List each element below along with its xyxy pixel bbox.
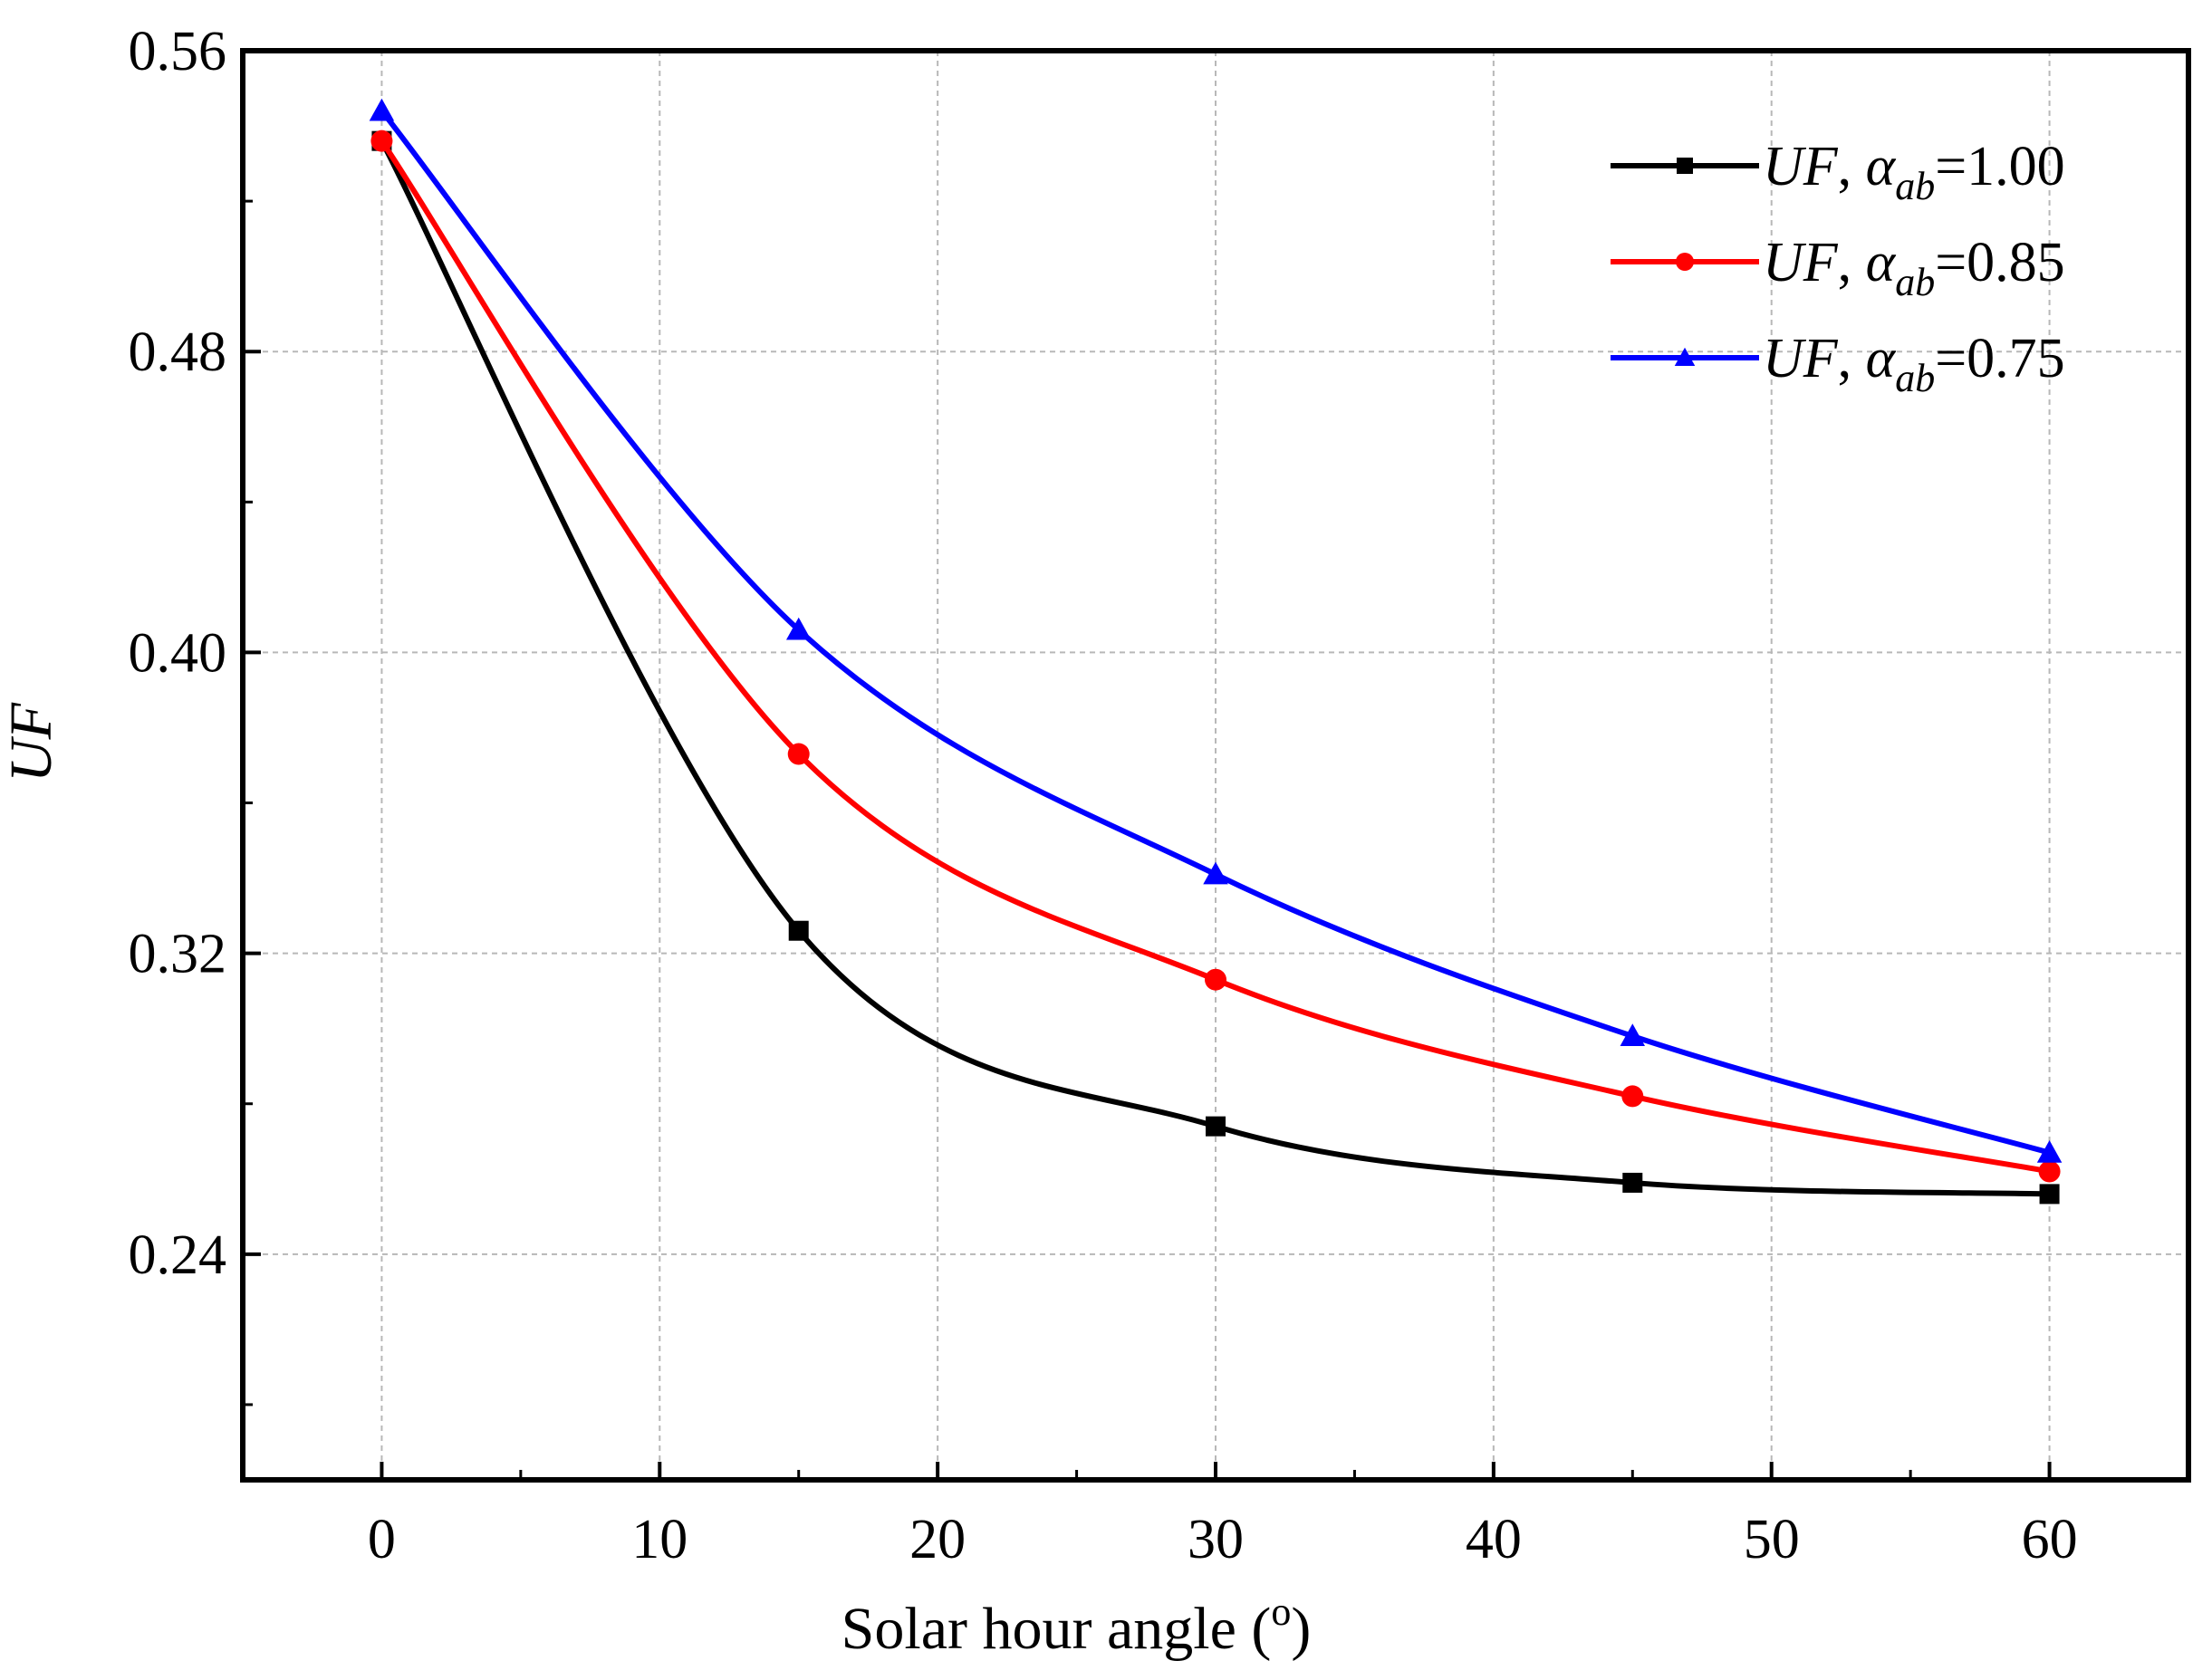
x-tick-label: 20 [909, 1509, 966, 1570]
legend-label: UF, αab=0.75 [1763, 328, 2065, 400]
legend-swatch-marker [1677, 158, 1693, 174]
x-tick-label: 50 [1744, 1509, 1800, 1570]
legend-label-value: =0.75 [1935, 328, 2064, 389]
legend-label-separator: , [1838, 328, 1866, 389]
x-tick-label: 10 [631, 1509, 688, 1570]
x-tick-label: 60 [2022, 1509, 2078, 1570]
data-point-alpha-0-85-60 [2038, 1160, 2061, 1183]
x-axis-title-degree: o [1271, 1589, 1291, 1634]
y-tick-label: 0.40 [129, 622, 227, 684]
series-alpha-0-75 [369, 98, 2063, 1163]
legend-label-main: UF [1763, 232, 1839, 293]
legend-label-symbol: α [1866, 328, 1897, 389]
legend-label-value: =0.85 [1935, 232, 2064, 293]
x-tick-label: 30 [1188, 1509, 1244, 1570]
legend-label-main: UF [1763, 136, 1839, 197]
legend-label-separator: , [1838, 136, 1866, 197]
legend-label: UF, αab=1.00 [1763, 136, 2065, 208]
data-point-alpha-1-00-60 [2039, 1184, 2060, 1205]
legend-item-alpha-0-75: UF, αab=0.75 [1611, 328, 2065, 400]
legend-label-separator: , [1838, 232, 1866, 293]
legend-label-symbol: α [1866, 232, 1897, 293]
legend-item-alpha-1-00: UF, αab=1.00 [1611, 136, 2065, 208]
legend-label-symbol: α [1866, 136, 1897, 197]
x-tick-label: 40 [1466, 1509, 1522, 1570]
legend-label-value: =1.00 [1935, 136, 2064, 197]
x-axis-title-close: ) [1291, 1596, 1311, 1662]
axes: 0 10 20 30 40 50 60 0.24 0.32 0.40 0.48 0.56 [129, 21, 2078, 1570]
y-tick-label: 0.48 [129, 322, 227, 383]
data-point-alpha-1-00-45 [1622, 1172, 1643, 1193]
data-point-alpha-0-75-60 [2036, 1139, 2063, 1163]
series-alpha-0-85 [370, 130, 2061, 1183]
series-line-alpha-0-75 [380, 109, 2051, 1156]
data-point-alpha-0-85-15 [787, 743, 810, 765]
data-point-alpha-0-85-30 [1205, 968, 1226, 991]
data-point-alpha-0-75-15 [785, 617, 812, 640]
x-tick-label: 0 [368, 1509, 396, 1570]
y-axis-title: UF [0, 702, 64, 782]
legend-label-main: UF [1763, 328, 1839, 389]
data-point-alpha-0-75-45 [1620, 1023, 1646, 1046]
legend-swatch-marker [1674, 347, 1696, 366]
y-tick-label: 0.32 [129, 924, 227, 985]
legend-label-subscript: ab [1895, 164, 1935, 208]
series-layer [369, 98, 2063, 1205]
data-point-alpha-0-75-30 [1203, 861, 1228, 885]
legend-label-subscript: ab [1895, 356, 1935, 400]
series-line-alpha-0-85 [379, 139, 2051, 1175]
data-point-alpha-0-75-0 [369, 98, 395, 121]
legend-label: UF, αab=0.85 [1763, 232, 2065, 304]
data-point-alpha-1-00-15 [788, 920, 809, 941]
data-point-alpha-0-85-0 [370, 130, 393, 152]
data-point-alpha-0-85-45 [1621, 1085, 1644, 1108]
y-tick-label: 0.56 [129, 21, 227, 82]
x-axis-title-text: Solar hour angle ( [842, 1596, 1272, 1662]
data-point-alpha-1-00-30 [1206, 1116, 1226, 1137]
x-axis-title: Solar hour angle (o) [842, 1589, 1312, 1662]
series-line-alpha-1-00 [379, 139, 2050, 1197]
legend-item-alpha-0-85: UF, αab=0.85 [1611, 232, 2065, 304]
legend-label-subscript: ab [1895, 260, 1935, 304]
legend-swatch-marker [1676, 253, 1694, 271]
y-tick-label: 0.24 [129, 1224, 227, 1286]
